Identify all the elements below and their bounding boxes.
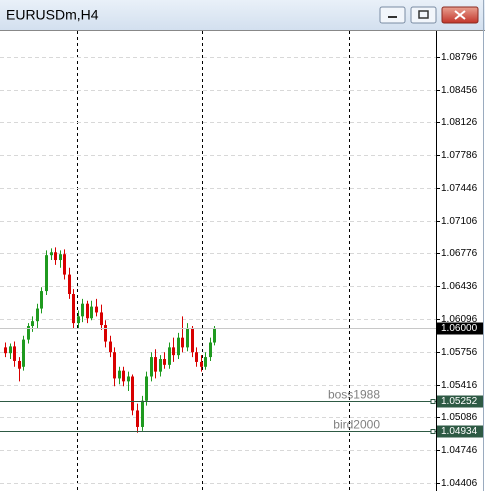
period-separators [77,31,350,491]
candle-body [4,347,7,354]
candle-body [63,254,66,275]
candle-body [136,410,139,427]
minimize-icon [388,16,397,18]
candle-body [104,325,107,342]
candle-body [172,347,175,356]
candle-body [109,341,112,353]
candle-body [54,252,57,261]
line-name: boss1988 [328,388,380,402]
y-tick-label: 1.07446 [441,183,478,194]
y-tick-label: 1.05086 [441,412,478,423]
y-tick-label: 1.08126 [441,117,478,128]
y-tick-label: 1.06096 [441,314,478,325]
candle-body [177,337,180,356]
candle-body [195,352,198,362]
candle-body [145,376,148,401]
candle-body [127,376,130,382]
restore-button[interactable] [410,6,437,24]
candle-body [141,400,144,427]
y-tick-label: 1.06776 [441,248,478,259]
candle-body [9,346,12,354]
line-label: 1.04934 [441,426,478,437]
candle-body [118,370,121,379]
candle-body [68,274,71,294]
candle-body [159,359,162,372]
candle-body [168,347,171,365]
candle-body [163,359,166,365]
candle-body [154,357,157,372]
y-tick-label: 1.07106 [441,216,478,227]
candle-body [27,326,30,340]
minimize-button[interactable] [379,6,406,24]
candle-body [122,370,125,382]
y-tick-label: 1.08456 [441,85,478,96]
line-handle [430,399,436,404]
close-icon [454,10,466,20]
line-label-box [437,395,483,408]
candle-body [95,306,98,313]
candle-body [204,357,207,367]
y-tick-label: 1.07786 [441,150,478,161]
candle-body [150,357,153,377]
y-tick-label: 1.05416 [441,380,478,391]
candle-body [77,316,80,324]
bid-label-box [437,322,483,335]
candle-body [90,306,93,319]
candle-body [86,303,89,319]
candle-body [213,327,216,343]
y-tick-label: 1.06436 [441,281,478,292]
candle-body [45,255,48,292]
candle-body [40,291,43,309]
candle-body [81,303,84,317]
candle-body [200,361,203,367]
candle-body [22,339,25,367]
y-tick-label: 1.04406 [441,478,478,489]
candle-body [31,321,34,327]
candle-body [181,337,184,348]
candle-body [36,308,39,322]
y-tick-label: 1.04746 [441,445,478,456]
line-name: bird2000 [333,418,380,432]
candle-body [13,346,16,361]
bid-label: 1.06000 [441,323,478,334]
line-label: 1.05252 [441,396,478,407]
candle-body [50,252,53,256]
candle-body [209,342,212,358]
line-label-box [437,425,483,438]
restore-icon [418,10,429,19]
window-title: EURUSDm,H4 [6,7,99,23]
candle-body [186,327,189,348]
chart-area [0,30,485,491]
candle-body [113,352,116,379]
line-handle [430,429,436,434]
y-tick-label: 1.05756 [441,347,478,358]
y-tick-label: 1.08796 [441,52,478,63]
candle-body [18,360,21,369]
candle-body [191,327,194,353]
candle-body [72,293,75,324]
candle-body [59,254,62,261]
candle-body [131,376,134,411]
candle-body [100,312,103,326]
